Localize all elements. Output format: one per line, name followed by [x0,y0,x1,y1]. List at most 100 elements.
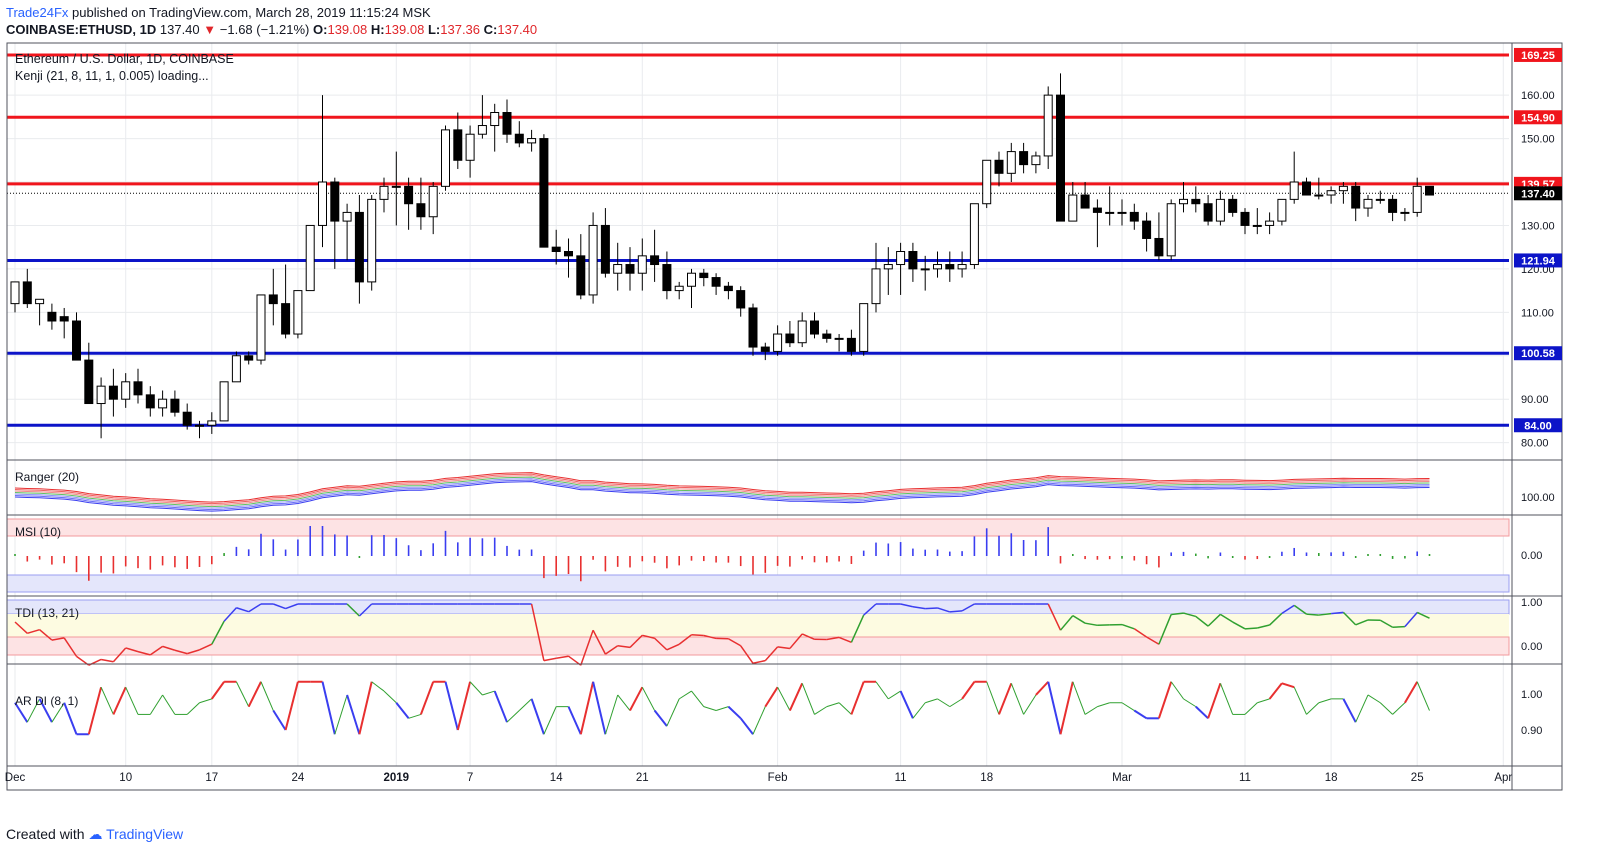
msi-bar [346,535,348,556]
candle [846,329,856,356]
candle-body [1388,198,1398,213]
ranger-line [14,476,1430,508]
candle [883,247,893,295]
candle [785,321,795,348]
candle [1228,195,1238,217]
ardi-line [456,681,472,731]
candle-body [428,185,438,218]
ardi-line [788,682,804,711]
msi-bar [543,556,545,579]
ranger-line [14,473,1430,505]
candle [982,159,992,209]
tdi-line [1342,611,1357,626]
candle-body [502,112,512,135]
time-tick-label: 18 [1325,772,1338,784]
ardi-line [63,702,78,735]
msi-bar [850,556,853,564]
msi-title: MSI (10) [15,525,61,539]
tdi-line [728,638,742,647]
tdi-line [1355,619,1369,626]
candle-body [723,285,733,292]
candle-body [637,255,647,274]
footer: Created with ☁ TradingView [6,826,183,843]
ardi-line [149,694,164,715]
ardi-line [925,698,938,704]
created-with-text: Created with [6,826,85,842]
candle [613,242,623,291]
ardi-line [408,713,422,719]
candle [416,177,426,230]
level-tag-121.94 [1514,253,1562,268]
tdi-line [1306,613,1319,616]
msi-bar [703,556,705,562]
candle [1203,195,1213,226]
msi-bar [469,537,471,556]
candle-body [281,303,291,335]
candle-body [945,264,955,270]
msi-bar [297,539,299,556]
tdi-line [14,621,28,634]
candle-body [1302,181,1311,196]
candle [551,229,561,265]
tdi-line [580,629,594,666]
last-price-text: 137.40 [159,22,200,37]
tdi-line [777,646,790,650]
ardi-line [506,710,520,723]
msi-bar [174,556,176,568]
candle-body [588,224,598,296]
tdi-line [752,659,766,665]
candle-body [920,268,930,271]
ranger-title: Ranger (20) [15,470,79,484]
publish-header: Trade24Fx published on TradingView.com, … [6,5,431,20]
candle [477,95,487,139]
ardi-line [247,681,262,708]
ardi-line [1306,702,1320,715]
ardi-line [617,694,631,711]
ranger-line [14,475,1430,506]
level-label: 169.25 [1521,50,1555,62]
author-link[interactable]: Trade24Fx [6,5,69,20]
time-tick-label: Mar [1112,772,1132,784]
tdi-line [199,643,213,651]
ardi-line [691,690,705,707]
tdi-line [642,634,655,639]
candle [957,251,967,278]
msi-bar [137,556,139,569]
candle [810,312,819,339]
time-tick-label: 10 [119,772,132,784]
tradingview-link[interactable]: TradingView [106,826,184,842]
low-value: 137.36 [440,22,481,37]
msi-bar [506,545,508,556]
candle [822,329,832,343]
candle [379,177,389,213]
candle [797,312,807,348]
tdi-line [543,657,557,662]
candle [969,203,979,269]
candle-body [748,307,758,348]
msi-bar [629,556,631,568]
candle-body [96,385,106,405]
msi-bar [764,556,767,573]
ardi-line [1355,694,1369,723]
candle [441,125,450,191]
candle [637,238,647,291]
msi-bar [616,556,619,567]
candle [133,368,143,404]
ardi-line [1244,702,1258,715]
candle-body [883,264,893,270]
candle [1351,182,1361,222]
tdi-line [1244,627,1258,630]
candle-body [47,311,57,322]
candle [465,125,475,178]
candle [281,264,291,339]
candle [22,268,32,308]
ardi-line [1072,681,1086,715]
ardi-line [912,702,926,719]
price-levels [7,53,1509,427]
tdi-line [629,634,643,648]
candle [256,294,266,365]
candle [305,224,315,292]
msi-bar [1035,540,1037,556]
tdi-line [850,614,865,643]
